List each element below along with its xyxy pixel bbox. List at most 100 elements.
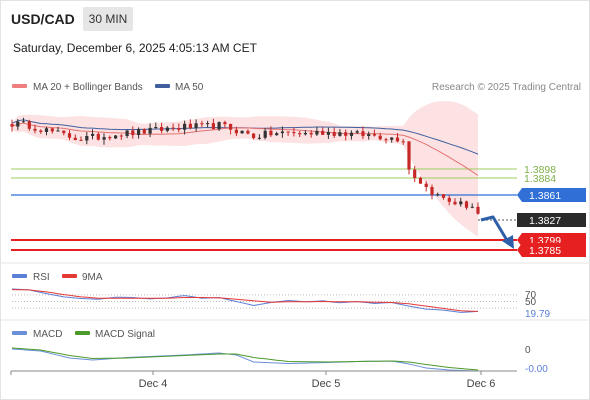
candle-body — [361, 131, 365, 137]
candle-body — [470, 206, 474, 208]
candle — [188, 119, 192, 130]
candle-body — [275, 133, 279, 136]
candle-body — [79, 139, 83, 141]
candle-body — [10, 124, 14, 127]
candle-body — [206, 123, 210, 125]
candle — [240, 130, 244, 134]
candle — [119, 134, 123, 140]
candle-body — [211, 123, 215, 130]
candle — [384, 137, 388, 144]
candle — [39, 129, 43, 134]
x-tick-label-1: Dec 5 — [312, 378, 341, 390]
macd-last-value: -0.00 — [525, 364, 548, 375]
candle-body — [165, 127, 169, 131]
candle-body — [430, 187, 434, 195]
candle-body — [401, 141, 405, 143]
candle — [378, 132, 382, 141]
candle — [292, 127, 296, 137]
candle — [464, 200, 469, 210]
candle-body — [292, 132, 296, 134]
candle-body — [240, 130, 244, 134]
rsi-ma-line — [11, 289, 479, 312]
candle — [148, 123, 152, 138]
candle — [21, 117, 26, 123]
candle — [246, 129, 250, 135]
candle-body — [85, 136, 89, 141]
candle-body — [390, 137, 394, 140]
candle — [424, 181, 428, 192]
candle — [361, 126, 365, 140]
candle — [44, 126, 49, 136]
candle-body — [114, 135, 118, 139]
candle-body — [464, 201, 469, 208]
candle-body — [378, 135, 382, 140]
candle — [453, 198, 457, 206]
candle-body — [27, 121, 31, 129]
candle-body — [395, 137, 400, 142]
rsi-series — [11, 288, 479, 313]
candle-body — [194, 123, 198, 129]
candle-body — [154, 127, 158, 128]
candle-body — [21, 121, 26, 123]
candle — [263, 128, 267, 140]
candle-body — [160, 127, 164, 131]
candle — [401, 138, 405, 145]
candle — [234, 126, 238, 137]
candle-body — [16, 121, 20, 127]
candle-body — [148, 127, 152, 134]
rsi-tick-50: 50 — [525, 297, 537, 308]
ma20-line — [11, 122, 479, 176]
candle-body — [171, 127, 175, 129]
macd-tick-0: 0 — [525, 345, 531, 356]
ma20-legend-swatch — [12, 84, 27, 88]
candle — [16, 119, 20, 131]
rsi-ma-legend-swatch — [62, 274, 77, 278]
candle — [211, 118, 215, 130]
candle — [206, 120, 210, 128]
candle-body — [298, 133, 302, 135]
candle-body — [418, 177, 423, 184]
candle — [280, 126, 284, 138]
candle — [470, 203, 474, 209]
candle — [349, 130, 354, 140]
candle-body — [459, 201, 463, 205]
candle-body — [119, 135, 123, 137]
rsi-legend-label: RSI — [33, 272, 50, 283]
candle-body — [102, 137, 106, 140]
candle-body — [263, 130, 267, 138]
candle — [96, 132, 100, 141]
candle — [413, 165, 417, 182]
candle-body — [315, 130, 319, 135]
candle — [252, 133, 256, 140]
level-tag-1.3785 — [517, 243, 586, 257]
macd-signal-legend-label: MACD Signal — [95, 329, 155, 340]
macd-signal-line — [11, 347, 479, 371]
candle-body — [453, 201, 457, 205]
level-label-1.3898: 1.3898 — [524, 164, 556, 176]
candle — [459, 197, 463, 207]
moving-averages — [11, 119, 479, 176]
level-label-1.3884: 1.3884 — [524, 173, 556, 185]
timeframe-badge[interactable] — [83, 7, 133, 31]
candle — [298, 131, 302, 137]
candle-body — [257, 137, 261, 139]
candle-body — [407, 141, 411, 170]
candle-body — [39, 130, 43, 132]
candle-body — [441, 194, 446, 198]
candle — [154, 122, 158, 129]
candle — [50, 127, 54, 134]
candle-body — [229, 124, 233, 130]
candle-body — [108, 137, 112, 139]
candle — [390, 137, 394, 143]
candle — [10, 119, 14, 132]
rsi-ma-legend-label: 9MA — [82, 272, 103, 283]
candle-body — [349, 132, 354, 136]
ma50-legend-label: MA 50 — [175, 82, 204, 93]
candle-body — [234, 129, 238, 134]
rsi-legend-swatch — [12, 274, 27, 278]
forecast-arrow-head — [502, 235, 514, 249]
candle-body — [372, 134, 377, 136]
